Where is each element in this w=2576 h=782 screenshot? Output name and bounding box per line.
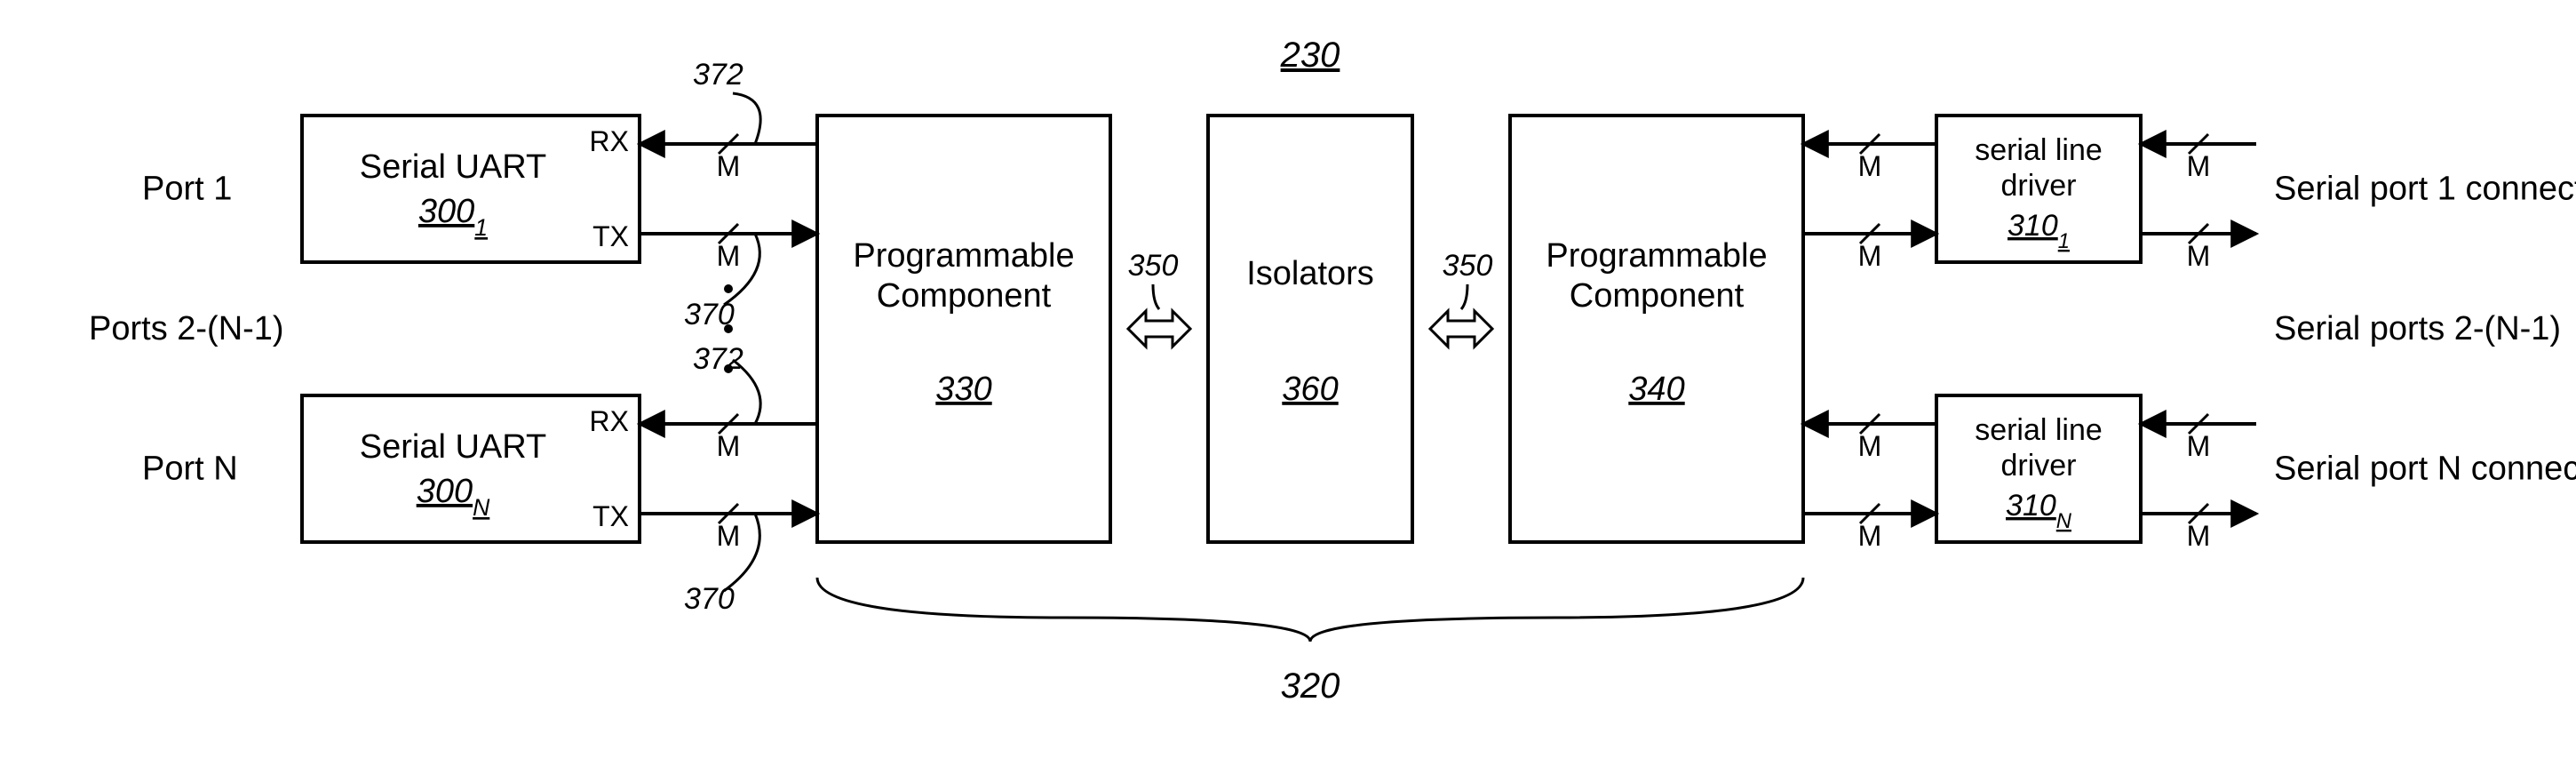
brace-ref-320: 320 [1281, 666, 1340, 706]
callout-350-right: 350 [1443, 249, 1493, 283]
callout-leader [1153, 284, 1159, 309]
bus-width-m: M [1858, 150, 1882, 182]
bus-width-m: M [2187, 150, 2211, 182]
pc-right-l2: Component [1570, 277, 1745, 315]
sld-1-l1: serial line [1975, 133, 2103, 167]
uart-n-title: Serial UART [360, 428, 546, 466]
bus-width-m: M [717, 430, 741, 462]
block-diagram: 230Serial UART3001RXTXSerial UART300NRXT… [0, 0, 2576, 782]
prog-comp-right-box [1510, 116, 1803, 542]
serial-port-n-label: Serial port N connector [2274, 451, 2576, 488]
callout-372-bot: 372 [693, 342, 743, 376]
bus-width-m: M [1858, 240, 1882, 272]
pc-right-l1: Programmable [1546, 237, 1767, 275]
serial-ports-mid-label: Serial ports 2-(N-1) [2274, 310, 2561, 347]
uart-1-title: Serial UART [360, 148, 546, 186]
curly-brace [817, 578, 1803, 642]
bus-width-m: M [1858, 430, 1882, 462]
uart-n-rx: RX [590, 405, 629, 437]
sld-n-l2: driver [2000, 449, 2076, 483]
ports-mid-label: Ports 2-(N-1) [89, 310, 284, 347]
bus-width-m: M [2187, 520, 2211, 552]
isolators-title: Isolators [1246, 255, 1374, 292]
bus-width-m: M [717, 150, 741, 182]
pc-left-l2: Component [877, 277, 1052, 315]
callout-372-top: 372 [693, 58, 743, 92]
callout-leader [1461, 284, 1467, 309]
bus-width-m: M [717, 520, 741, 552]
callout-350-left: 350 [1128, 249, 1179, 283]
bus-width-m: M [2187, 240, 2211, 272]
sld-n-l1: serial line [1975, 413, 2103, 447]
port-n-label: Port N [142, 451, 238, 488]
serial-port-1-label: Serial port 1 connector [2274, 171, 2576, 208]
figure-ref-230: 230 [1280, 36, 1340, 75]
port-1-label: Port 1 [142, 171, 232, 208]
ellipsis-dot [724, 284, 733, 293]
uart-1-rx: RX [590, 125, 629, 157]
bus-width-m: M [2187, 430, 2211, 462]
isolators-box [1208, 116, 1412, 542]
bidir-arrow [1430, 311, 1492, 347]
isolators-ref: 360 [1282, 371, 1338, 408]
pc-left-l1: Programmable [853, 237, 1074, 275]
prog-comp-left-box [817, 116, 1110, 542]
uart-n-tx: TX [592, 500, 629, 532]
bus-width-m: M [1858, 520, 1882, 552]
pc-right-ref: 340 [1628, 371, 1684, 408]
sld-1-l2: driver [2000, 169, 2076, 203]
bidir-arrow [1128, 311, 1190, 347]
bus-width-m: M [717, 240, 741, 272]
pc-left-ref: 330 [935, 371, 991, 408]
uart-1-tx: TX [592, 220, 629, 252]
